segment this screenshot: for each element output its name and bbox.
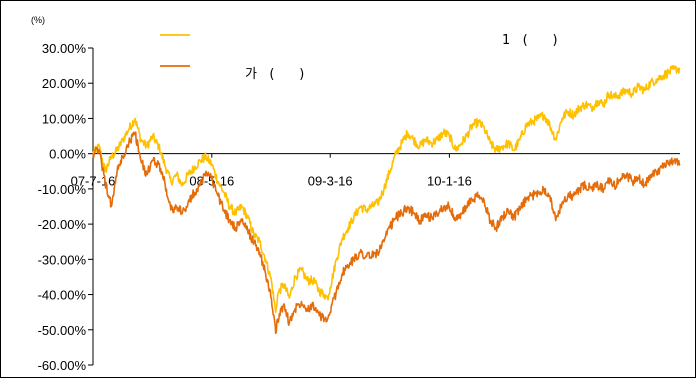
series-lines [92,65,681,335]
y-tick-label: -50.00% [38,323,87,338]
y-tick-label: 30.00% [42,41,87,56]
y-tick-label: 10.00% [42,111,87,126]
y-tick-label: 20.00% [42,76,87,91]
series-line [92,65,681,313]
legend: 1 ( ) 가 ( ) [160,33,558,82]
x-tick-label: 07-7-16 [71,174,116,189]
series-line [92,131,681,335]
y-tick-label: 0.00% [49,147,86,162]
y-tick-label: -10.00% [38,182,87,197]
y-tick-label: -30.00% [38,252,87,267]
y-unit-label: (%) [31,15,45,25]
y-tick-label: -20.00% [38,217,87,232]
legend-label: 1 ( ) [502,33,558,48]
y-tick-label: -60.00% [38,358,87,373]
y-axis: 30.00% 20.00% 10.00% 0.00% -10.00% -20.00% -30… [38,41,94,373]
y-tick-label: -40.00% [38,288,87,303]
legend-label: 가 ( ) [245,67,304,82]
x-tick-label: 10-1-16 [427,174,472,189]
x-axis: 07-7-16 08-5-16 09-3-16 10-1-16 [71,153,680,189]
x-tick-label: 09-3-16 [308,174,353,189]
